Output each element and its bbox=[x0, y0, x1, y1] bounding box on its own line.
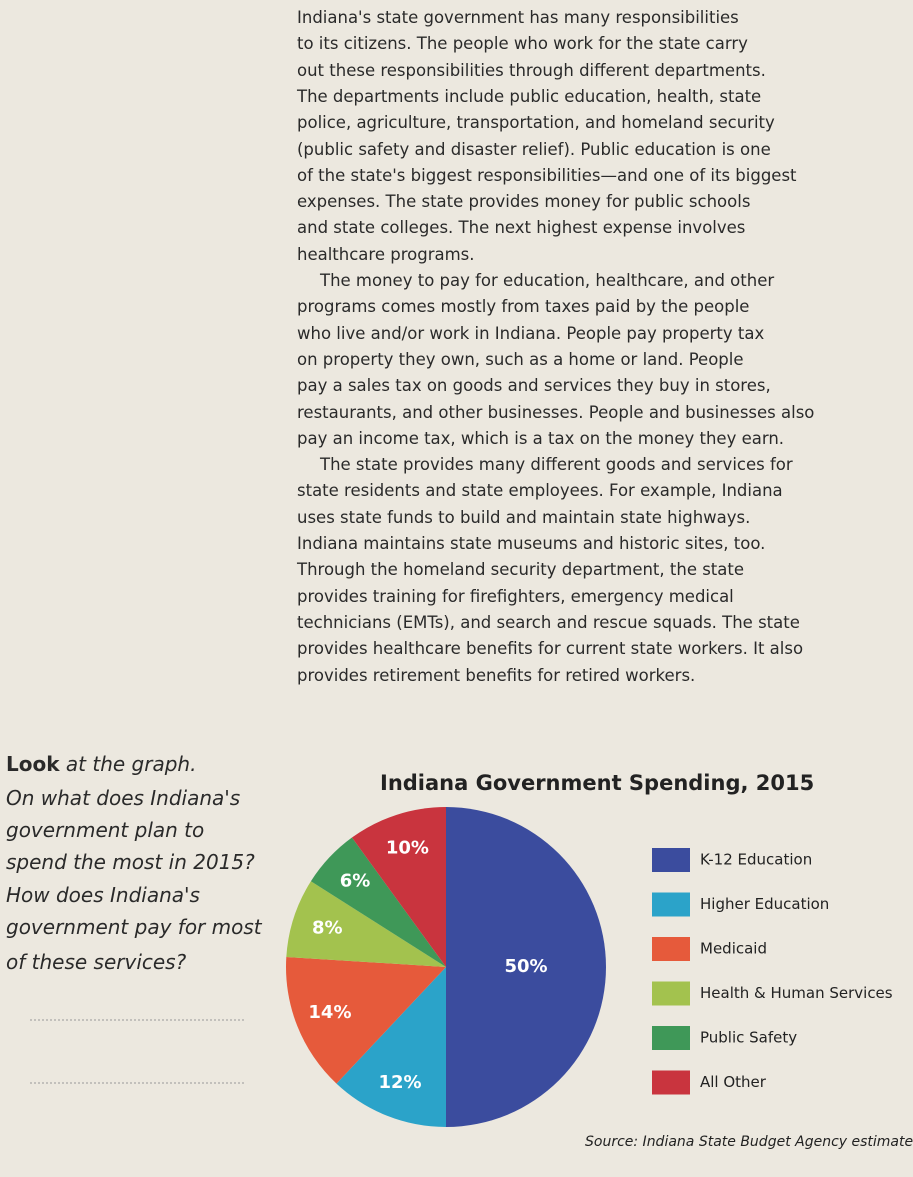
pie-slice bbox=[286, 881, 446, 967]
text-line: who live and/or work in Indiana. People … bbox=[297, 323, 765, 343]
text-line: The departments include public education… bbox=[297, 86, 762, 106]
lead: Look bbox=[6, 752, 60, 776]
sidebar-first: Look at the graph. bbox=[6, 752, 196, 776]
legend-swatch bbox=[652, 848, 690, 872]
text-line: of the state's biggest responsibilities—… bbox=[297, 165, 797, 185]
text-line: healthcare programs. bbox=[297, 244, 475, 264]
text-line: police, agriculture, transportation, and… bbox=[297, 113, 775, 133]
text-line: restaurants, and other businesses. Peopl… bbox=[297, 402, 815, 422]
legend-swatch bbox=[652, 892, 690, 917]
slice-label: 6% bbox=[340, 871, 371, 892]
pie-slice bbox=[310, 837, 446, 967]
sidebar-line: government pay for most bbox=[6, 915, 262, 939]
text-line: The state provides many different goods … bbox=[320, 455, 793, 475]
text-line: out these responsibilities through diffe… bbox=[297, 60, 766, 80]
legend-swatch bbox=[652, 1026, 690, 1050]
text-line: Indiana's state government has many resp… bbox=[297, 8, 739, 27]
text-line: to its citizens. The people who work for… bbox=[297, 34, 748, 54]
pie-slice bbox=[446, 807, 606, 1127]
legend-label: K-12 Education bbox=[700, 851, 812, 869]
text-line: provides healthcare benefits for current… bbox=[297, 639, 804, 659]
text-line: pay an income tax, which is a tax on the… bbox=[297, 428, 785, 448]
text-line: technicians (EMTs), and search and rescu… bbox=[297, 612, 800, 632]
pie-slice bbox=[336, 967, 446, 1127]
text-line: state residents and state employees. For… bbox=[297, 481, 783, 501]
sidebar-line: On what does Indiana's bbox=[6, 786, 241, 810]
legend-swatch bbox=[652, 1070, 690, 1095]
slice-label: 50% bbox=[504, 956, 547, 977]
prompt: at the graph. bbox=[65, 752, 197, 776]
text-line: on property they own, such as a home or … bbox=[297, 349, 744, 369]
text-line: provides training for firefighters, emer… bbox=[297, 586, 734, 606]
text-line: pay a sales tax on goods and services th… bbox=[297, 376, 771, 396]
slice-label: 8% bbox=[312, 917, 343, 938]
legend-label: Higher Education bbox=[700, 895, 829, 913]
legend-label: Medicaid bbox=[700, 940, 767, 958]
text-line: and state colleges. The next highest exp… bbox=[297, 218, 746, 238]
text-line: The money to pay for education, healthca… bbox=[320, 271, 775, 290]
chart-title: Indiana Government Spending, 2015 bbox=[380, 771, 814, 795]
sidebar-line: spend the most in 2015? bbox=[6, 850, 255, 874]
text-line: programs comes mostly from taxes paid by… bbox=[297, 297, 750, 317]
slice-label: 14% bbox=[308, 1002, 351, 1023]
sidebar-line: government plan to bbox=[6, 818, 205, 842]
slice-label: 10% bbox=[386, 837, 429, 858]
source: Source: Indiana State Budget Agency esti… bbox=[585, 1134, 913, 1150]
text-line: provides retirement benefits for retired… bbox=[297, 665, 696, 685]
sidebar-line: of these services? bbox=[6, 950, 187, 974]
legend-label: Public Safety bbox=[700, 1029, 797, 1047]
pie-slice bbox=[286, 956, 446, 1084]
legend-label: All Other bbox=[700, 1073, 767, 1091]
text-line: Through the homeland security department… bbox=[297, 560, 745, 580]
slice-label: 12% bbox=[379, 1072, 422, 1093]
legend-swatch bbox=[652, 937, 690, 961]
text-line: (public safety and disaster relief). Pub… bbox=[297, 139, 771, 159]
text-line: Indiana maintains state museums and hist… bbox=[297, 534, 766, 553]
text-line: expenses. The state provides money for p… bbox=[297, 192, 751, 212]
legend-swatch bbox=[652, 981, 690, 1006]
pie-slice bbox=[351, 807, 446, 967]
text-line: uses state funds to build and maintain s… bbox=[297, 507, 751, 527]
sidebar-line: How does Indiana's bbox=[6, 883, 200, 907]
legend-label: Health & Human Services bbox=[700, 984, 893, 1002]
